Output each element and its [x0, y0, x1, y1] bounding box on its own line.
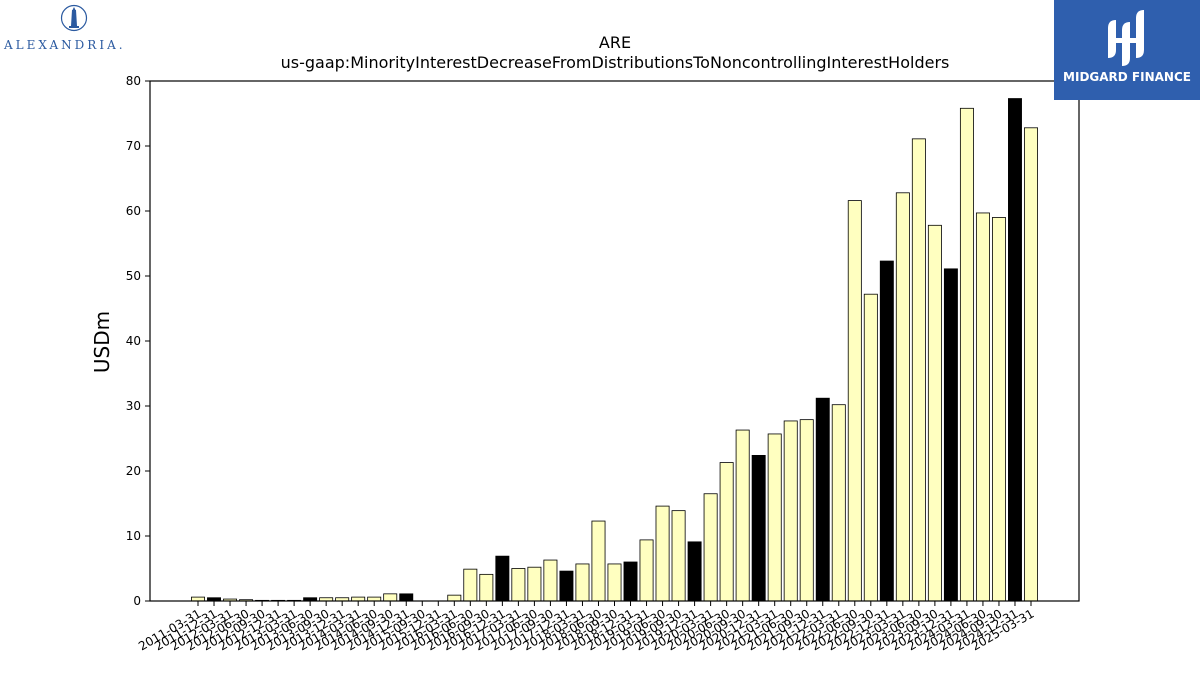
y-tick-label: 20 [126, 464, 141, 478]
bar [399, 593, 414, 602]
chart-title: ARE [599, 33, 631, 52]
bar [655, 505, 670, 602]
y-tick-label: 80 [126, 74, 141, 88]
bar [751, 454, 766, 602]
bar [815, 397, 830, 602]
bar [607, 563, 622, 602]
bar [895, 192, 910, 602]
y-tick-label: 30 [126, 399, 141, 413]
bar [623, 561, 638, 602]
bar [591, 520, 606, 602]
bar [527, 566, 542, 602]
bar [463, 568, 478, 602]
midgard-finance-logo-text: MIDGARD FINANCE [1063, 70, 1191, 84]
bar [671, 510, 686, 602]
y-tick-label: 0 [133, 594, 141, 608]
y-tick-label: 50 [126, 269, 141, 283]
bar [959, 107, 974, 602]
y-tick-label: 70 [126, 139, 141, 153]
y-tick-label: 40 [126, 334, 141, 348]
bar [927, 224, 942, 602]
bar [511, 568, 526, 602]
y-axis-label: USDm [90, 311, 114, 373]
alexandria-logo: ALEXANDRIA. [0, 0, 150, 60]
x-axis: 2011-03-312011-12-312012-03-312012-06-30… [136, 601, 1037, 653]
midgard-finance-logo: MIDGARD FINANCE [1054, 0, 1200, 100]
bar [831, 404, 846, 602]
bar [575, 563, 590, 602]
bars-group [191, 98, 1038, 602]
bar [975, 212, 990, 602]
bar [1008, 98, 1022, 602]
bar [783, 420, 798, 602]
bar [703, 493, 718, 602]
y-tick-label: 10 [126, 529, 141, 543]
bar [447, 594, 462, 602]
bar [863, 293, 878, 602]
bar [735, 429, 750, 602]
bar [847, 200, 862, 602]
bar [639, 539, 654, 602]
bar [479, 573, 494, 602]
bar [383, 593, 398, 602]
bar [495, 555, 510, 602]
lighthouse-emblem-icon [60, 4, 88, 32]
chart-subtitle: us-gaap:MinorityInterestDecreaseFromDist… [281, 53, 950, 72]
y-axis: 0 10 20 30 40 50 60 70 80 [126, 74, 150, 608]
bar [687, 541, 702, 602]
bar [543, 559, 558, 602]
bar [719, 462, 734, 602]
bar [879, 260, 894, 602]
bar [911, 138, 926, 602]
bar [943, 268, 958, 602]
plot-frame [149, 80, 1080, 602]
bar [1024, 127, 1038, 602]
alexandria-logo-text: ALEXANDRIA. [4, 38, 126, 52]
midgard-mark-icon [1108, 10, 1144, 66]
bar [799, 419, 814, 602]
bar [767, 433, 782, 602]
y-tick-label: 60 [126, 204, 141, 218]
bar [991, 217, 1006, 602]
bar [559, 570, 574, 602]
